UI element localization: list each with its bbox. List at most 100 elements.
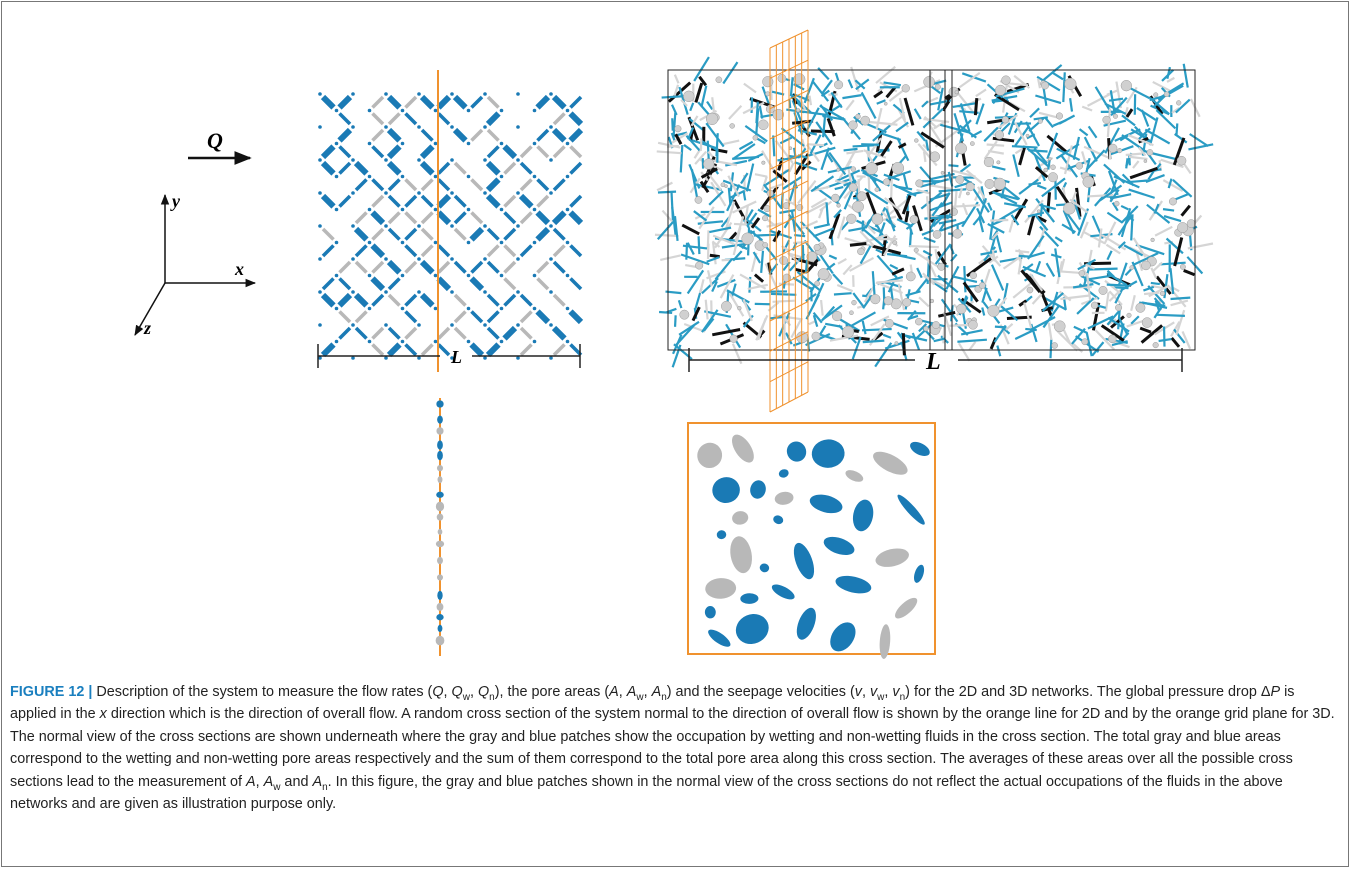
throat — [538, 114, 549, 125]
throat — [1089, 126, 1097, 137]
throat — [571, 213, 582, 224]
throat — [708, 230, 709, 249]
throat — [1031, 317, 1055, 330]
throat — [389, 328, 400, 339]
throat — [323, 147, 334, 158]
patch — [436, 427, 443, 435]
throat — [942, 299, 958, 321]
pore — [1091, 302, 1098, 309]
throat — [373, 229, 384, 240]
throat — [406, 163, 417, 174]
throat — [373, 213, 384, 224]
patch — [437, 603, 444, 611]
throat — [838, 259, 846, 264]
pore — [831, 194, 839, 202]
throat — [679, 300, 681, 308]
pore — [721, 301, 731, 311]
throat — [919, 297, 929, 306]
throat — [1006, 324, 1013, 330]
throat — [729, 106, 741, 119]
throat — [571, 97, 582, 108]
node — [417, 158, 421, 162]
throat — [771, 294, 796, 295]
throat — [488, 147, 499, 158]
throat — [439, 328, 450, 339]
pore — [1048, 172, 1057, 181]
throat — [422, 163, 433, 174]
pore — [861, 116, 870, 125]
pore — [915, 318, 922, 325]
throat — [406, 114, 417, 125]
throat — [659, 312, 672, 313]
throat — [373, 345, 384, 356]
throat — [1184, 64, 1188, 88]
throat — [356, 295, 367, 306]
throat — [1176, 123, 1177, 136]
throat — [1169, 179, 1172, 188]
throat — [340, 246, 351, 257]
throat — [1188, 144, 1213, 149]
throat — [389, 279, 400, 290]
node — [533, 109, 537, 113]
throat — [505, 147, 516, 158]
throat — [406, 97, 417, 108]
caption-text: ), the pore areas ( — [495, 684, 609, 700]
caption-text: ) for the 2D and 3D networks. The global… — [905, 684, 1270, 700]
throat — [755, 275, 763, 282]
pore — [832, 311, 842, 321]
node — [516, 191, 520, 195]
pore — [870, 294, 880, 304]
pore — [849, 311, 853, 315]
pore — [837, 168, 840, 171]
node — [566, 109, 570, 113]
throat — [389, 345, 400, 356]
throat — [953, 103, 977, 107]
throat — [422, 262, 433, 273]
throat — [505, 295, 516, 306]
throat — [538, 279, 549, 290]
node — [566, 241, 570, 245]
throat — [505, 163, 516, 174]
throat — [340, 147, 351, 158]
throat — [892, 269, 904, 274]
node — [318, 323, 322, 327]
throat — [1104, 164, 1125, 182]
throat — [373, 147, 384, 158]
throat — [835, 187, 843, 189]
throat — [571, 114, 582, 125]
throat — [1140, 328, 1151, 332]
node — [417, 290, 421, 294]
patch — [437, 574, 443, 580]
pore — [1082, 339, 1088, 345]
patch — [437, 416, 443, 424]
pore — [837, 204, 841, 208]
throat — [658, 192, 676, 193]
throat — [373, 312, 384, 323]
throat — [323, 229, 334, 240]
pore — [812, 332, 820, 340]
patch — [437, 451, 443, 460]
throat — [521, 163, 532, 174]
pore — [1164, 92, 1169, 97]
throat — [881, 141, 891, 156]
throat — [1013, 155, 1018, 177]
throat — [846, 151, 863, 153]
throat — [538, 163, 549, 174]
throat — [554, 312, 565, 323]
throat — [675, 315, 676, 326]
throat — [1172, 338, 1179, 347]
throat — [1063, 72, 1064, 102]
throat — [1070, 98, 1072, 111]
throat — [1107, 285, 1128, 286]
node — [483, 125, 487, 129]
throat — [340, 345, 351, 356]
pore — [872, 214, 883, 225]
throat — [877, 108, 882, 129]
throat — [1024, 303, 1031, 329]
throat — [916, 252, 938, 266]
patch — [437, 514, 444, 521]
pore — [988, 305, 1000, 317]
throat — [340, 130, 351, 141]
pore — [970, 272, 977, 279]
node — [351, 257, 355, 261]
